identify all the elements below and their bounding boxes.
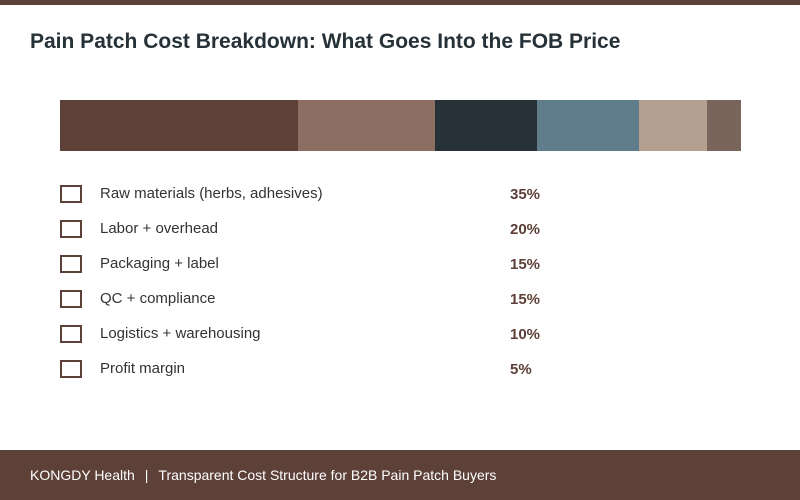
legend-item: Profit margin 5% (60, 352, 620, 387)
legend-swatch (60, 220, 82, 238)
legend-value: 10% (510, 326, 541, 343)
bar-segment-3 (434, 100, 537, 151)
legend-value: 5% (510, 361, 532, 378)
footer-tagline: Transparent Cost Structure for B2B Pain … (158, 467, 497, 483)
legend-item: Raw materials (herbs, adhesives) 35% (60, 177, 620, 212)
footer-bar: KONGDY Health | Transparent Cost Structu… (0, 450, 800, 500)
legend-value: 20% (510, 221, 541, 238)
legend-swatch (60, 360, 82, 378)
bar-segment-4 (536, 100, 639, 151)
legend-swatch (60, 255, 82, 273)
legend-item: Logistics + warehousing 10% (60, 317, 620, 352)
legend-item: Packaging + label 15% (60, 247, 620, 282)
top-accent-rule (0, 0, 800, 5)
bar-segment-5 (638, 100, 707, 151)
bar-segment-1 (60, 100, 299, 151)
bar-segment-2 (298, 100, 435, 151)
legend-label: Packaging + label (100, 255, 219, 272)
legend-label: Logistics + warehousing (100, 325, 261, 342)
legend-label: Labor + overhead (100, 220, 219, 237)
legend-item: Labor + overhead 20% (60, 212, 620, 247)
legend-value: 15% (510, 291, 541, 308)
footer-separator: | (144, 467, 149, 483)
chart-title: Pain Patch Cost Breakdown: What Goes Int… (30, 30, 621, 53)
bar-segment-6 (706, 100, 741, 151)
legend-swatch (60, 185, 82, 203)
legend-label: Profit margin (100, 360, 186, 377)
stacked-cost-bar (60, 100, 741, 151)
footer-brand: KONGDY Health (30, 467, 135, 483)
legend-value: 15% (510, 256, 541, 273)
legend-item: QC + compliance 15% (60, 282, 620, 317)
legend-swatch (60, 325, 82, 343)
legend-label: QC + compliance (100, 290, 216, 307)
legend-label: Raw materials (herbs, adhesives) (100, 185, 323, 202)
legend-swatch (60, 290, 82, 308)
legend-value: 35% (510, 186, 541, 203)
chart-legend: Raw materials (herbs, adhesives) 35% Labor… (60, 177, 620, 387)
